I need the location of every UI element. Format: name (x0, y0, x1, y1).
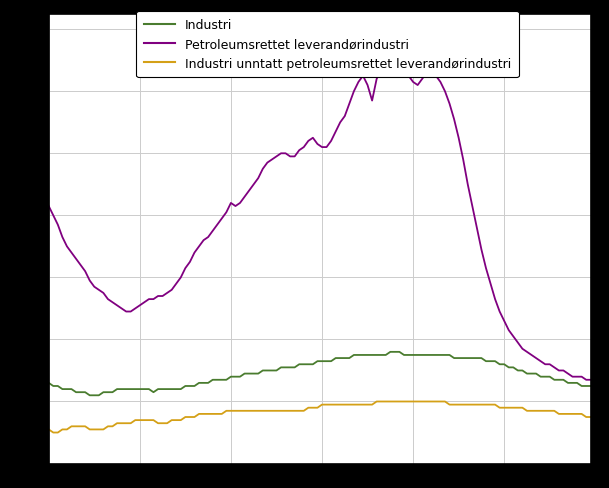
Industri (86, 392, 93, 398)
Petroleumsrettet leverandørindustri (45, 203, 52, 209)
Petroleumsrettet leverandørindustri (478, 247, 485, 253)
Petroleumsrettet leverandørindustri (423, 71, 431, 77)
Industri (45, 380, 52, 386)
Petroleumsrettet leverandørindustri (159, 293, 166, 299)
Petroleumsrettet leverandørindustri (574, 374, 581, 380)
Petroleumsrettet leverandørindustri (191, 250, 198, 256)
Industri unntatt petroleumsrettet leverandørindustri (350, 402, 357, 407)
Industri (482, 359, 490, 365)
Industri (578, 383, 585, 389)
Industri (350, 352, 357, 358)
Line: Industri unntatt petroleumsrettet leverandørindustri: Industri unntatt petroleumsrettet levera… (49, 402, 591, 433)
Legend: Industri, Petroleumsrettet leverandørindustri, Industri unntatt petroleumsrettet: Industri, Petroleumsrettet leverandørind… (136, 12, 519, 78)
Industri unntatt petroleumsrettet leverandørindustri (49, 430, 57, 436)
Industri unntatt petroleumsrettet leverandørindustri (163, 421, 171, 427)
Industri unntatt petroleumsrettet leverandørindustri (578, 411, 585, 417)
Line: Petroleumsrettet leverandørindustri: Petroleumsrettet leverandørindustri (49, 49, 591, 380)
Industri unntatt petroleumsrettet leverandørindustri (482, 402, 490, 407)
Industri unntatt petroleumsrettet leverandørindustri (373, 399, 380, 405)
Petroleumsrettet leverandørindustri (587, 377, 594, 383)
Industri (428, 352, 435, 358)
Industri unntatt petroleumsrettet leverandørindustri (587, 414, 594, 420)
Industri unntatt petroleumsrettet leverandørindustri (428, 399, 435, 405)
Petroleumsrettet leverandørindustri (391, 46, 398, 52)
Industri unntatt petroleumsrettet leverandørindustri (195, 411, 203, 417)
Industri (587, 383, 594, 389)
Petroleumsrettet leverandørindustri (346, 102, 353, 107)
Industri unntatt petroleumsrettet leverandørindustri (45, 427, 52, 432)
Industri (387, 349, 394, 355)
Industri (163, 386, 171, 392)
Line: Industri: Industri (49, 352, 591, 395)
Industri (195, 380, 203, 386)
Petroleumsrettet leverandørindustri (583, 377, 590, 383)
